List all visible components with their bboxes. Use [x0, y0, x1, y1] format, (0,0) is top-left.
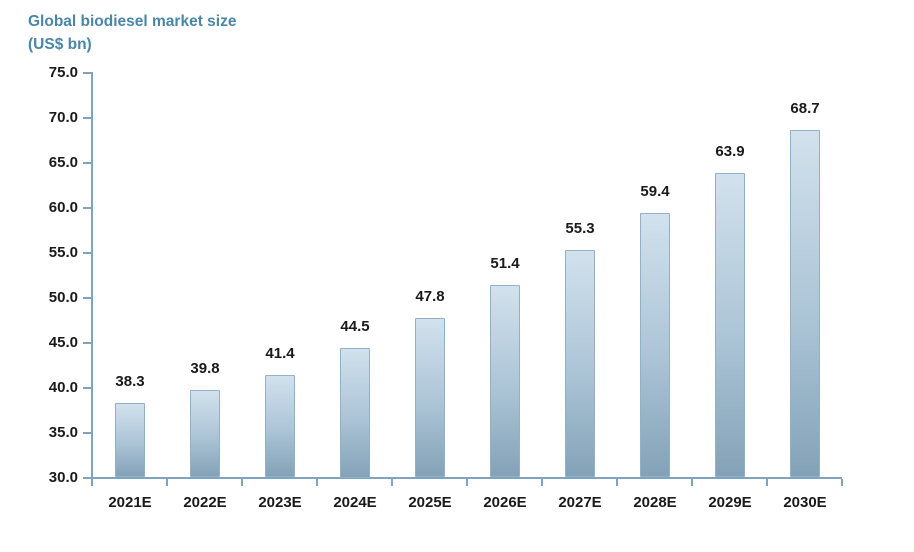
x-tick-label-2024E: 2024E — [333, 494, 377, 511]
x-tick-mark — [766, 479, 768, 486]
value-label-2026E: 51.4 — [490, 255, 520, 272]
y-tick-label: 60.0 — [48, 199, 78, 216]
y-tick-mark — [83, 252, 91, 254]
value-label-2030E: 68.7 — [790, 100, 820, 117]
x-tick-label-2026E: 2026E — [483, 494, 527, 511]
value-label-2027E: 55.3 — [565, 220, 595, 237]
x-tick-mark — [241, 479, 243, 486]
chart-title: Global biodiesel market size (US$ bn) — [28, 10, 236, 56]
bar-2029E — [715, 173, 745, 477]
value-label-2022E: 39.8 — [190, 360, 220, 377]
y-tick-mark — [83, 477, 91, 479]
bar-2028E — [640, 213, 670, 477]
value-label-2023E: 41.4 — [265, 345, 295, 362]
y-axis-line — [91, 72, 93, 479]
y-tick-label: 30.0 — [48, 469, 78, 486]
x-tick-mark — [841, 479, 843, 486]
y-tick-label: 70.0 — [48, 109, 78, 126]
x-tick-mark — [616, 479, 618, 486]
x-tick-mark — [91, 479, 93, 486]
bar-2030E — [790, 130, 820, 477]
value-label-2025E: 47.8 — [415, 288, 445, 305]
y-tick-mark — [83, 162, 91, 164]
x-tick-label-2028E: 2028E — [633, 494, 677, 511]
x-tick-mark — [391, 479, 393, 486]
x-tick-label-2022E: 2022E — [183, 494, 227, 511]
value-label-2024E: 44.5 — [340, 318, 370, 335]
y-tick-mark — [83, 342, 91, 344]
y-tick-mark — [83, 72, 91, 74]
x-tick-label-2021E: 2021E — [108, 494, 152, 511]
y-tick-mark — [83, 117, 91, 119]
y-tick-label: 65.0 — [48, 154, 78, 171]
y-tick-label: 45.0 — [48, 334, 78, 351]
bar-2024E — [340, 348, 370, 478]
value-label-2028E: 59.4 — [640, 183, 670, 200]
y-tick-label: 75.0 — [48, 64, 78, 81]
x-tick-mark — [541, 479, 543, 486]
value-label-2021E: 38.3 — [115, 373, 145, 390]
bar-2026E — [490, 285, 520, 477]
x-axis-line — [92, 477, 842, 479]
bar-2021E — [115, 403, 145, 477]
chart-title-unit: (US$ bn) — [28, 36, 92, 53]
x-tick-label-2029E: 2029E — [708, 494, 752, 511]
y-tick-mark — [83, 432, 91, 434]
x-tick-label-2027E: 2027E — [558, 494, 602, 511]
x-tick-mark — [316, 479, 318, 486]
bar-2022E — [190, 390, 220, 477]
x-tick-label-2023E: 2023E — [258, 494, 302, 511]
y-tick-label: 55.0 — [48, 244, 78, 261]
bar-2025E — [415, 318, 445, 477]
y-tick-label: 40.0 — [48, 379, 78, 396]
value-label-2029E: 63.9 — [715, 143, 745, 160]
chart-title-line1: Global biodiesel market size — [28, 13, 237, 30]
x-tick-mark — [466, 479, 468, 486]
y-tick-label: 50.0 — [48, 289, 78, 306]
bar-2027E — [565, 250, 595, 477]
y-tick-mark — [83, 207, 91, 209]
x-tick-mark — [691, 479, 693, 486]
x-tick-label-2030E: 2030E — [783, 494, 827, 511]
y-tick-mark — [83, 297, 91, 299]
x-tick-label-2025E: 2025E — [408, 494, 452, 511]
y-tick-label: 35.0 — [48, 424, 78, 441]
x-tick-mark — [166, 479, 168, 486]
bar-2023E — [265, 375, 295, 477]
y-tick-mark — [83, 387, 91, 389]
